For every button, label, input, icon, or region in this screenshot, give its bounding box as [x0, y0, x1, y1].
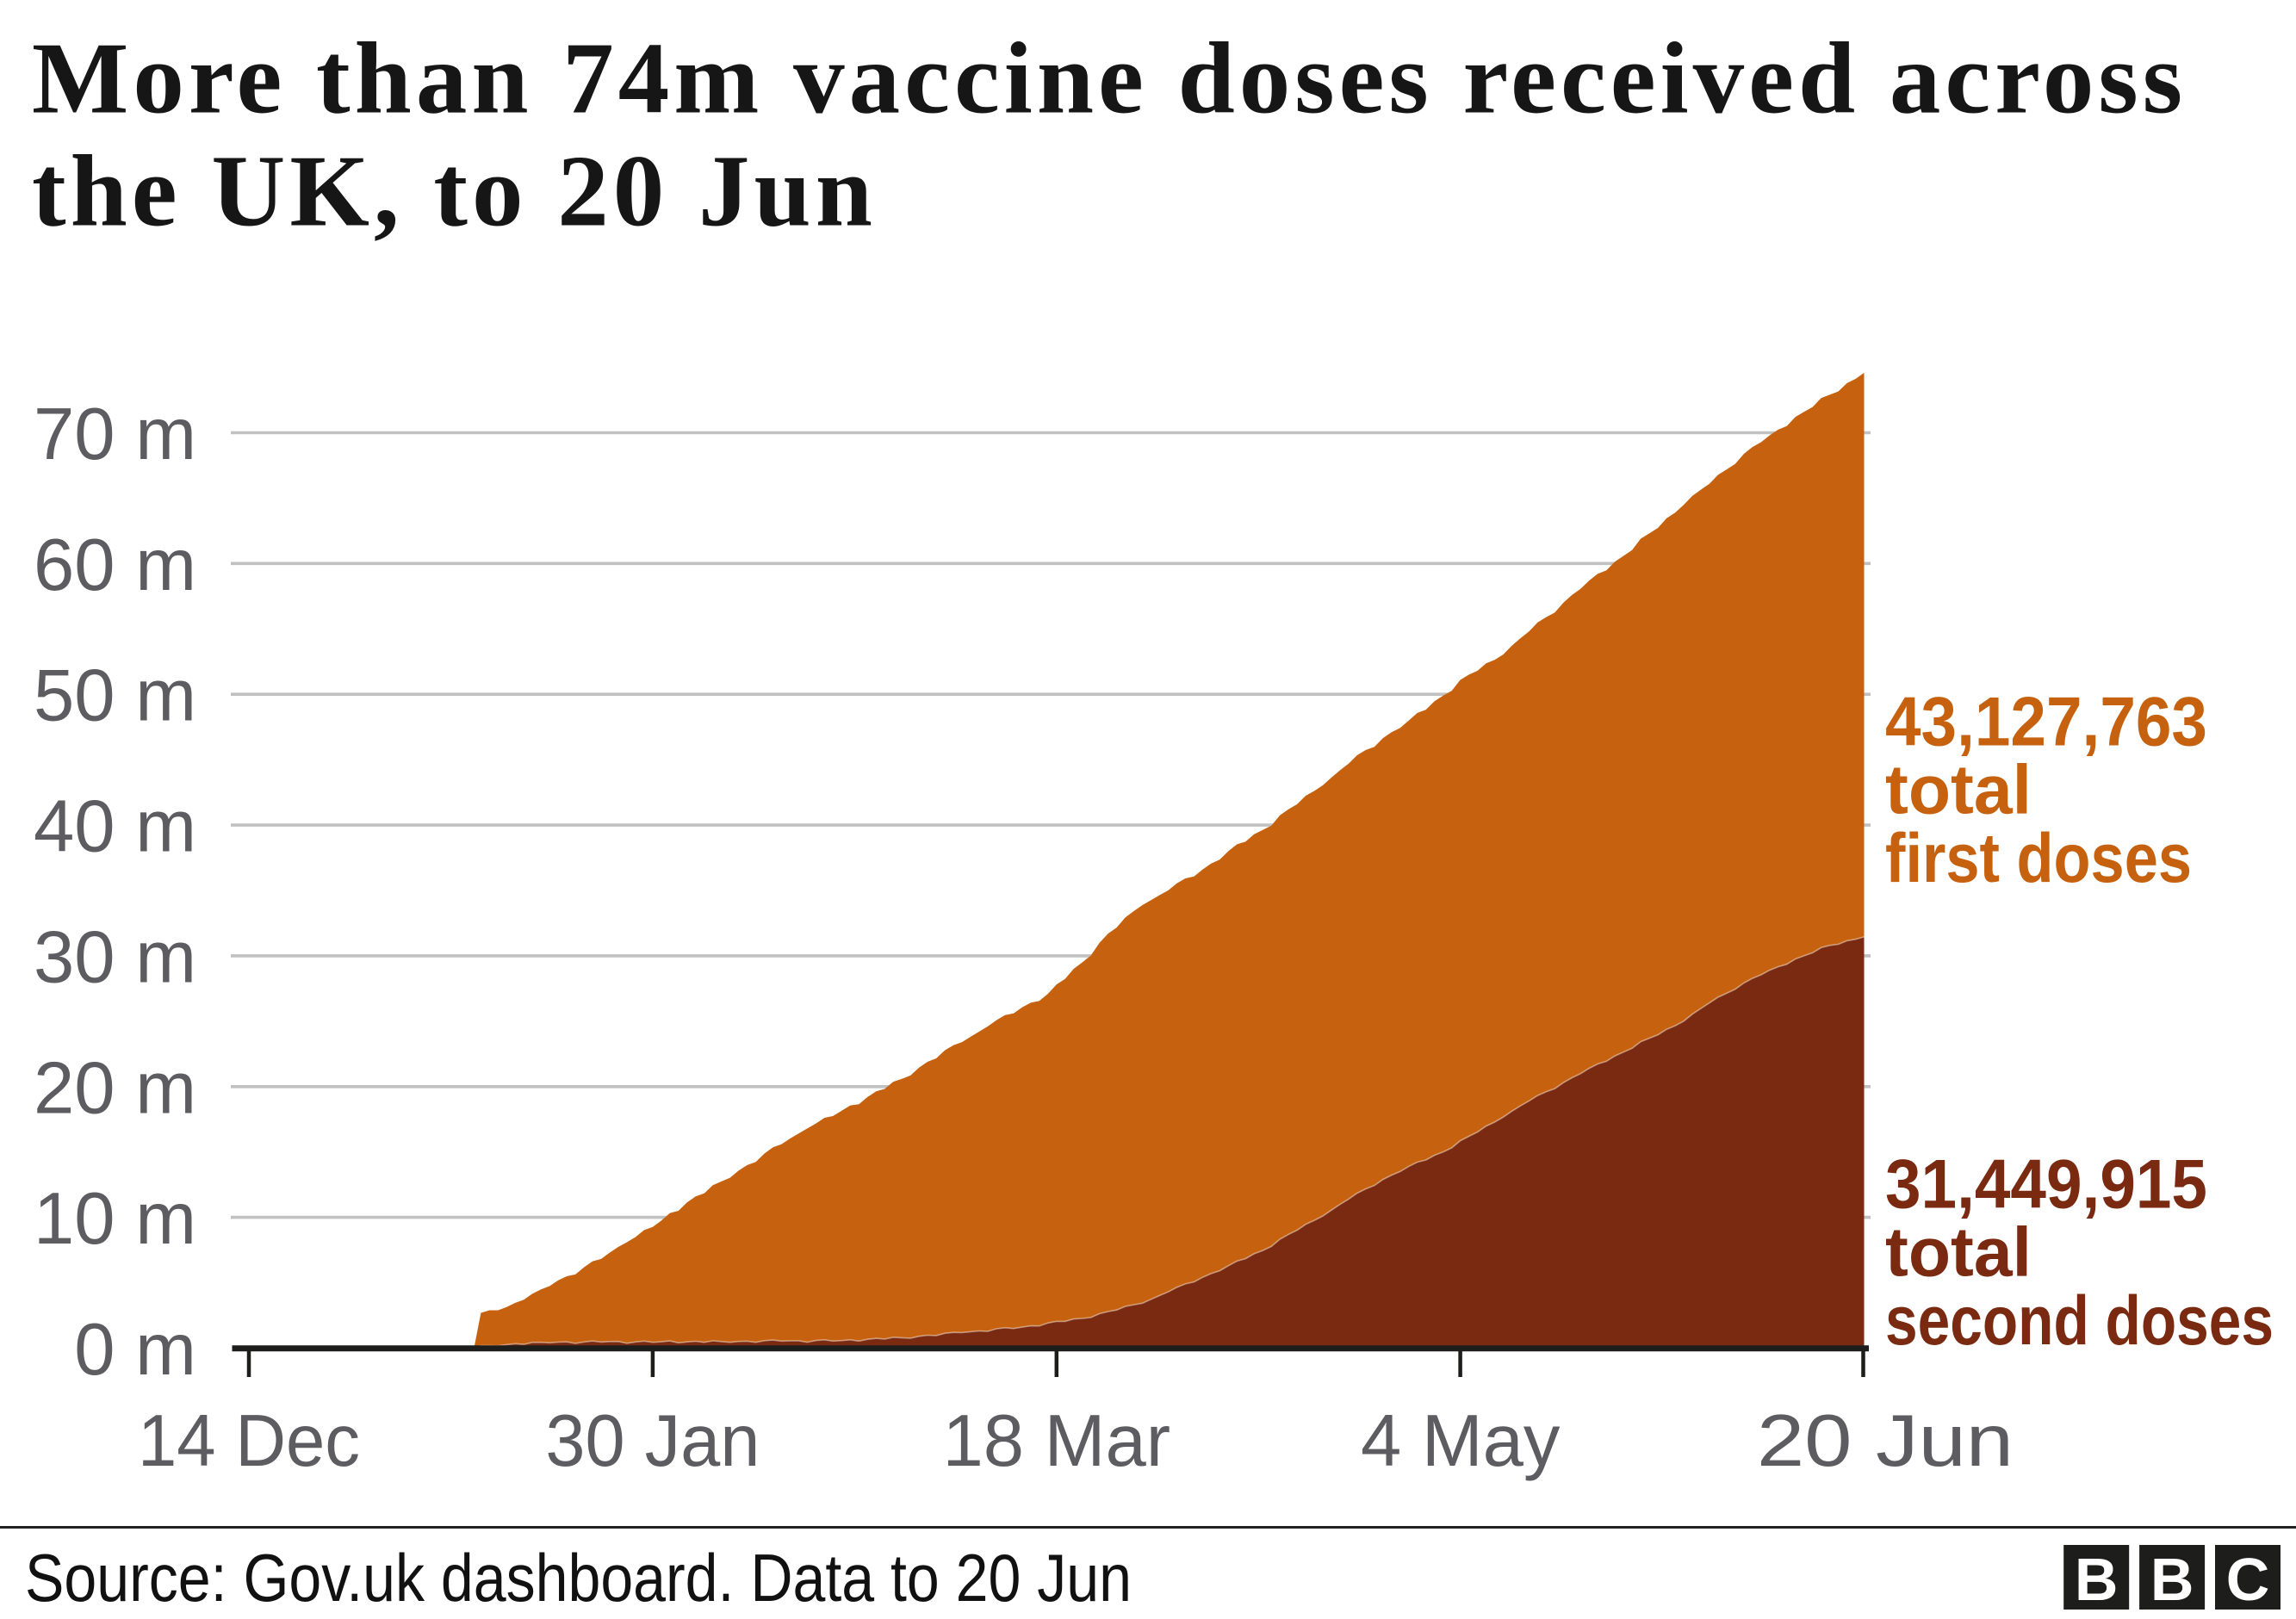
svg-text:18 Mar: 18 Mar	[943, 1400, 1171, 1482]
svg-text:10 m: 10 m	[34, 1178, 196, 1260]
svg-text:30 Jan: 30 Jan	[545, 1400, 760, 1482]
svg-text:0 m: 0 m	[74, 1309, 196, 1391]
svg-text:B: B	[2075, 1546, 2119, 1613]
svg-text:second doses: second doses	[1885, 1282, 2274, 1360]
svg-text:20 Jun: 20 Jun	[1757, 1400, 2014, 1482]
svg-text:31,449,915: 31,449,915	[1885, 1146, 2207, 1224]
svg-text:More than 74m vaccine doses re: More than 74m vaccine doses received acr…	[32, 22, 2187, 135]
svg-text:Source: Gov.uk dashboard. Data: Source: Gov.uk dashboard. Data to 20 Jun	[25, 1540, 1132, 1615]
svg-text:40 m: 40 m	[34, 786, 196, 868]
svg-text:total: total	[1885, 1214, 2032, 1292]
svg-text:B: B	[2150, 1546, 2194, 1613]
svg-text:60 m: 60 m	[34, 524, 196, 606]
svg-text:first doses: first doses	[1885, 820, 2192, 897]
svg-text:70 m: 70 m	[34, 394, 196, 475]
svg-text:20 m: 20 m	[34, 1047, 196, 1129]
svg-text:total: total	[1885, 752, 2032, 829]
svg-text:43,127,763: 43,127,763	[1885, 684, 2207, 761]
svg-text:C: C	[2226, 1546, 2270, 1613]
svg-text:the UK, to 20 Jun: the UK, to 20 Jun	[32, 133, 877, 247]
svg-text:50 m: 50 m	[34, 655, 196, 737]
svg-text:14 Dec: 14 Dec	[138, 1400, 360, 1482]
svg-text:30 m: 30 m	[34, 916, 196, 998]
svg-text:4 May: 4 May	[1361, 1400, 1561, 1482]
